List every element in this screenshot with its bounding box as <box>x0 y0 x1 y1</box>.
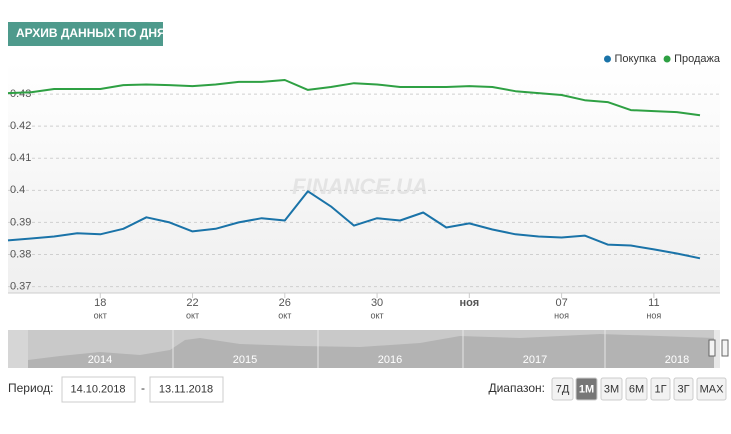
navigator <box>8 330 729 368</box>
navigator-year: 2015 <box>233 354 257 366</box>
legend-marker[interactable] <box>603 55 611 63</box>
range-button-label[interactable]: 1М <box>579 383 594 395</box>
x-tick-label: 11 <box>648 297 659 309</box>
range-button[interactable] <box>625 377 648 401</box>
x-tick-month: окт <box>278 310 291 320</box>
navigator-year: 2016 <box>378 354 402 366</box>
range-button[interactable] <box>600 377 623 401</box>
x-tick-month: ноя <box>554 310 569 320</box>
range-button-label[interactable]: 6М <box>629 383 644 395</box>
range-button-label[interactable]: MAX <box>700 383 725 395</box>
navigator-window <box>714 330 720 368</box>
navigator-year: 2018 <box>665 354 689 366</box>
navigator-handle[interactable] <box>708 339 716 357</box>
navigator-mask <box>8 330 28 368</box>
range-button[interactable] <box>575 377 598 401</box>
x-tick-month: окт <box>94 310 107 320</box>
range-button-label[interactable]: 7Д <box>556 383 570 395</box>
y-tick-label: 0.42 <box>10 120 31 132</box>
navigator-year: 2014 <box>88 354 112 366</box>
y-tick-label: 0.38 <box>10 248 31 260</box>
date-input[interactable] <box>149 376 224 403</box>
x-tick-label: ноя <box>460 297 480 309</box>
x-tick-month: окт <box>370 310 383 320</box>
x-tick-label: 07 <box>555 297 567 309</box>
x-tick-label: 22 <box>186 297 198 309</box>
x-tick-month: окт <box>186 310 199 320</box>
series-line <box>7 190 701 260</box>
x-tick-label: 18 <box>94 297 106 309</box>
legend-label[interactable]: Продажа <box>674 53 721 65</box>
date-input-value[interactable]: 14.10.2018 <box>70 383 125 395</box>
navigator-handle[interactable] <box>721 339 729 357</box>
navigator-year: 2017 <box>523 354 547 366</box>
range-label: Диапазон: <box>488 381 545 395</box>
range-button-label[interactable]: 3Г <box>677 383 689 395</box>
range-button[interactable] <box>696 377 727 401</box>
series-line <box>7 79 701 117</box>
x-tick-month: ноя <box>646 310 661 320</box>
y-tick-label: 0.39 <box>10 216 31 228</box>
date-input[interactable] <box>61 376 136 403</box>
y-tick-label: 0.43 <box>10 88 31 100</box>
navigator-area <box>28 334 714 368</box>
x-tick-label: 26 <box>279 297 291 309</box>
x-tick-label: 30 <box>371 297 383 309</box>
chart-title: АРХИВ ДАННЫХ ПО ДНЯМ <box>16 26 176 40</box>
range-button-label[interactable]: 1Г <box>654 383 666 395</box>
period-label: Период: <box>8 381 53 395</box>
y-tick-label: 0.4 <box>10 184 25 196</box>
date-input-value[interactable]: 13.11.2018 <box>159 383 213 395</box>
y-tick-label: 0.37 <box>10 280 31 292</box>
range-button[interactable] <box>673 377 694 401</box>
range-button[interactable] <box>551 377 574 401</box>
range-button[interactable] <box>650 377 671 401</box>
title-box <box>8 22 163 46</box>
legend-marker[interactable] <box>663 55 671 63</box>
y-tick-label: 0.41 <box>10 152 31 164</box>
range-button-label[interactable]: 3М <box>604 383 619 395</box>
legend-label[interactable]: Покупка <box>614 53 656 65</box>
period-separator: - <box>141 381 145 395</box>
